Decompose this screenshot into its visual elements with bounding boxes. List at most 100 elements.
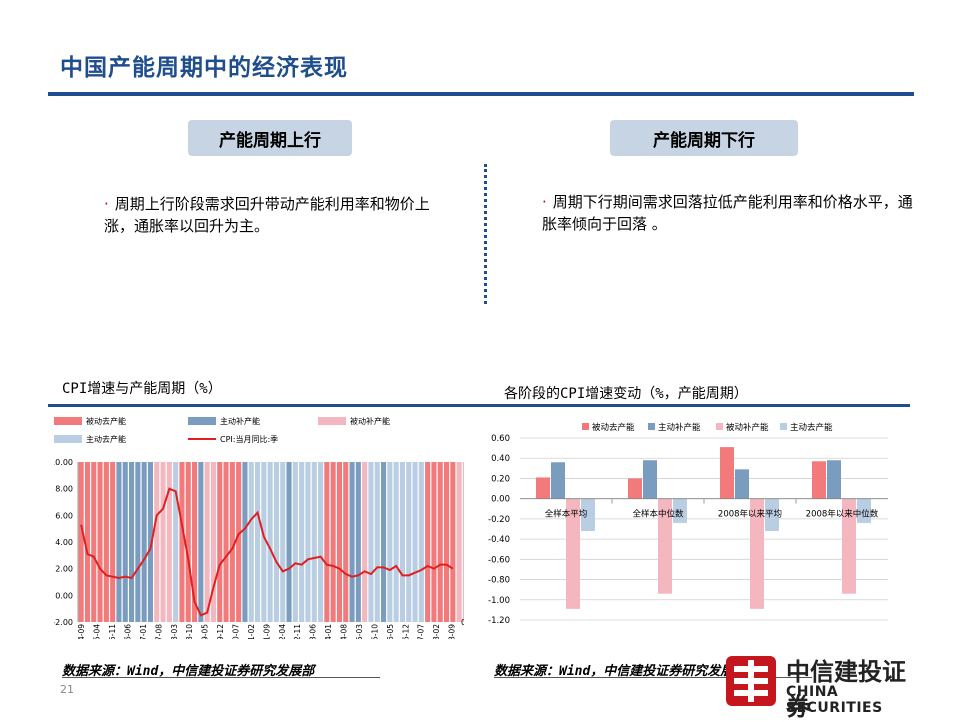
phase-bar — [418, 462, 424, 622]
y-tick-label: 0.60 — [491, 434, 510, 444]
x-tick-label: 2011-09 — [262, 624, 271, 639]
y-tick-label: 0.40 — [491, 454, 510, 464]
phase-bar — [141, 462, 147, 622]
bar-主动去产能 — [765, 498, 779, 532]
phase-bar — [229, 462, 235, 622]
phase-bar — [236, 462, 242, 622]
phase-bar — [399, 462, 405, 622]
y-tick-label: 2.00 — [55, 565, 73, 574]
phase-bar — [412, 462, 418, 622]
y-tick-label: 4.00 — [55, 538, 73, 547]
phase-bar — [255, 462, 261, 622]
legend-label-2: 主动补产能 — [658, 422, 701, 433]
phase-bar — [343, 462, 349, 622]
phase-bar — [185, 462, 191, 622]
cpi-line — [80, 487, 454, 617]
x-tick-label: 2009-05 — [201, 624, 210, 639]
bullet-downcycle-text: 周期下行期间需求回落拉低产能利用率和价格水平，通胀率倾向于回落 。 — [542, 193, 913, 233]
phase-bar — [368, 462, 374, 622]
phase-bar — [78, 462, 84, 622]
phase-bar — [336, 462, 342, 622]
phase-bar — [91, 462, 97, 622]
legend-label-4: 主动去产能 — [86, 434, 126, 444]
legend-label-4: 主动去产能 — [790, 422, 833, 433]
x-tick-label: 2012-04 — [278, 624, 287, 639]
legend-swatch-4 — [780, 423, 787, 430]
legend-swatch-3 — [318, 417, 346, 425]
bar-被动补产能 — [566, 498, 580, 609]
phase-bar — [387, 462, 393, 622]
phase-bar — [355, 462, 361, 622]
phase-bar — [173, 462, 179, 622]
phase-bar — [261, 462, 267, 622]
phase-bar — [349, 462, 355, 622]
bar-被动补产能 — [842, 498, 856, 594]
bar-主动补产能 — [551, 462, 565, 499]
phase-bar — [462, 462, 464, 622]
legend-swatch-1 — [582, 423, 589, 430]
y-tick-label: 10.00 — [54, 458, 73, 467]
x-tick-label: 2014-08 — [340, 624, 349, 639]
x-tick-label: 2017-07 — [417, 624, 426, 639]
chart1-heading: CPI增速与产能周期（%） — [62, 381, 222, 397]
phase-bar — [330, 462, 336, 622]
x-tick-label: 2012-11 — [293, 624, 302, 639]
x-tick-label: 2016-05 — [386, 624, 395, 639]
phase-bar — [116, 462, 122, 622]
y-tick-label: 0.00 — [55, 591, 73, 600]
legend-label-3: 被动补产能 — [350, 416, 390, 426]
phase-bar — [299, 462, 305, 622]
x-tick-label: 2005-11 — [108, 624, 117, 639]
phase-bar — [160, 462, 166, 622]
x-tick-label: 2013-06 — [309, 624, 318, 639]
phase-bar — [198, 462, 204, 622]
x-tick-label: 2016-12 — [401, 624, 410, 639]
phase-bar — [456, 462, 462, 622]
bullet-upcycle-text: 周期上行阶段需求回升带动产能利用率和物价上涨，通胀率以回升为主。 — [104, 195, 430, 235]
x-tick-label: 2014-01 — [324, 624, 333, 639]
phase-bar — [154, 462, 160, 622]
phase-bar — [450, 462, 456, 622]
x-tick-label: 2004-09 — [77, 624, 86, 639]
y-tick-label: -1.20 — [488, 616, 510, 626]
phase-bar — [305, 462, 311, 622]
phase-bar — [122, 462, 128, 622]
bar-被动去产能 — [536, 477, 550, 499]
column-divider — [484, 164, 487, 304]
bullet-dot: · — [542, 193, 547, 211]
chart2-source: 数据来源：Wind，中信建投证券研究发展部 — [494, 664, 747, 679]
phase-bar — [425, 462, 431, 622]
page-number: 21 — [60, 683, 74, 696]
legend-label-5: CPI:当月同比:季 — [220, 434, 278, 444]
chart2-source-underline — [494, 677, 812, 678]
x-tick-label: 2008-03 — [170, 624, 179, 639]
phase-bar — [280, 462, 286, 622]
y-tick-label: 0.00 — [491, 495, 510, 505]
phase-bar — [374, 462, 380, 622]
phase-bar — [147, 462, 153, 622]
x-tick-label: 2015-03 — [355, 624, 364, 639]
y-tick-label: -2.00 — [54, 618, 73, 627]
category-label: 全样本中位数 — [632, 509, 684, 520]
y-tick-label: 8.00 — [55, 485, 73, 494]
legend-label-2: 主动补产能 — [220, 416, 260, 426]
x-tick-label: 2011-02 — [247, 624, 256, 639]
logo-emblem-icon — [726, 656, 776, 706]
bar-主动补产能 — [827, 460, 841, 499]
phase-bar — [135, 462, 141, 622]
y-tick-label: 0.20 — [491, 474, 510, 484]
phase-bar — [273, 462, 279, 622]
category-label: 全样本平均 — [545, 509, 588, 520]
category-label: 2008年以来中位数 — [806, 509, 879, 520]
x-tick-label: 2015-10 — [370, 624, 379, 639]
phase-bar — [103, 462, 109, 622]
phase-bar — [362, 462, 368, 622]
phase-bar — [381, 462, 387, 622]
phase-bar — [248, 462, 254, 622]
bar-主动去产能 — [673, 498, 687, 523]
category-label: 2008年以来平均 — [718, 509, 782, 520]
y-tick-label: -0.80 — [488, 576, 510, 586]
phase-bar — [292, 462, 298, 622]
legend-swatch-2 — [188, 417, 216, 425]
phase-bar — [210, 462, 216, 622]
